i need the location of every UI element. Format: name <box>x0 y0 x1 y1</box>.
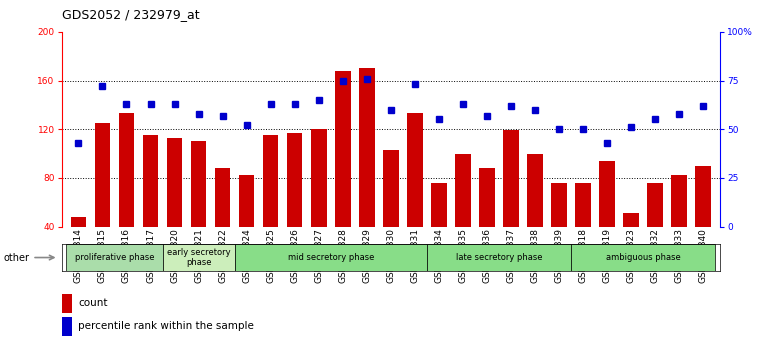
Bar <box>527 154 543 227</box>
Bar <box>215 168 230 227</box>
Text: other: other <box>4 252 30 263</box>
Bar <box>335 71 350 227</box>
Bar <box>142 135 159 227</box>
Bar <box>287 133 303 227</box>
Bar <box>648 183 663 227</box>
Bar <box>66 244 162 271</box>
Text: proliferative phase: proliferative phase <box>75 253 154 262</box>
Bar <box>95 123 110 227</box>
Text: count: count <box>78 298 108 308</box>
Bar <box>383 150 399 227</box>
Bar <box>239 176 254 227</box>
Bar <box>62 294 72 313</box>
Bar <box>571 244 715 271</box>
Text: ambiguous phase: ambiguous phase <box>606 253 681 262</box>
Text: percentile rank within the sample: percentile rank within the sample <box>78 321 254 331</box>
Bar <box>263 135 279 227</box>
Text: mid secretory phase: mid secretory phase <box>287 253 374 262</box>
Bar <box>503 130 519 227</box>
Bar <box>455 154 470 227</box>
Bar <box>359 68 374 227</box>
Bar <box>479 168 494 227</box>
Bar <box>575 183 591 227</box>
Bar <box>119 113 134 227</box>
Bar <box>671 176 687 227</box>
Bar <box>62 317 72 336</box>
Bar <box>162 244 235 271</box>
Bar <box>431 183 447 227</box>
Bar <box>427 244 571 271</box>
Text: GDS2052 / 232979_at: GDS2052 / 232979_at <box>62 8 199 21</box>
Bar <box>551 183 567 227</box>
Bar <box>311 129 326 227</box>
Bar <box>191 141 206 227</box>
Text: late secretory phase: late secretory phase <box>456 253 542 262</box>
Bar <box>407 113 423 227</box>
Bar <box>695 166 711 227</box>
Bar <box>599 161 614 227</box>
Bar <box>623 213 639 227</box>
Bar <box>71 217 86 227</box>
Text: early secretory
phase: early secretory phase <box>167 248 230 267</box>
Bar <box>167 138 182 227</box>
Bar <box>235 244 427 271</box>
